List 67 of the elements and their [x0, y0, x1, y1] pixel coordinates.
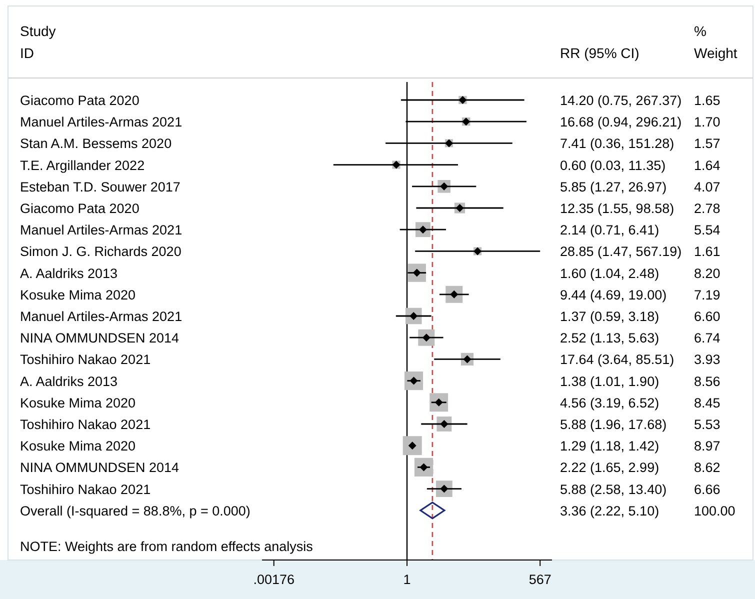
text: 2.22 (1.65, 2.99) — [560, 460, 660, 476]
y-tick-label: Giacomo Pata 2020 — [20, 93, 140, 108]
y-tick-label: Manuel Artiles-Armas 2021 — [20, 309, 182, 324]
text: 4.07 — [694, 179, 720, 194]
text: 9.44 (4.69, 19.00) — [560, 287, 667, 302]
text: 14.20 (0.75, 267.37) — [560, 93, 682, 108]
y-tick-label: Stan A.M. Bessems 2020 — [20, 136, 172, 152]
text: 0.60 (0.03, 11.35) — [560, 158, 666, 173]
text: RR (95% CI) — [560, 45, 640, 61]
text: 7.41 (0.36, 151.28) — [560, 136, 674, 152]
text: 2.52 (1.13, 5.63) — [560, 330, 660, 346]
y-tick-label: Toshihiro Nakao 2021 — [20, 482, 151, 497]
text: 1.57 — [694, 136, 720, 152]
text: 8.62 — [694, 460, 720, 476]
text: 1.64 — [694, 158, 721, 173]
text: 12.35 (1.55, 98.58) — [560, 201, 674, 216]
text: 16.68 (0.94, 296.21) — [560, 114, 682, 130]
y-tick-label: A. Aaldriks 2013 — [20, 266, 118, 281]
text: 7.19 — [694, 287, 720, 302]
text: 5.53 — [694, 417, 720, 432]
text: NOTE: Weights are from random effects analysis — [20, 539, 314, 554]
text: 8.45 — [694, 395, 720, 410]
text: 6.66 — [694, 482, 720, 497]
text: 6.74 — [694, 330, 721, 346]
text: % Weight — [694, 23, 738, 61]
text: 5.88 (1.96, 17.68) — [560, 417, 667, 432]
text: 8.20 — [694, 266, 720, 281]
y-tick-label: NINA OMMUNDSEN 2014 — [20, 460, 180, 476]
text: 17.64 (3.64, 85.51) — [560, 352, 674, 368]
text: 5.88 (2.58, 13.40) — [560, 482, 667, 497]
text: 4.56 (3.19, 6.52) — [560, 395, 660, 410]
text: 8.97 — [694, 438, 720, 454]
text: 5.54 — [694, 222, 721, 238]
x-tick-label: .00176 — [253, 572, 295, 587]
text: 1.70 — [694, 114, 720, 130]
y-tick-label: Giacomo Pata 2020 — [20, 201, 140, 216]
text: 8.56 — [694, 374, 720, 389]
y-tick-label: Manuel Artiles-Armas 2021 — [20, 222, 182, 238]
text: 1.60 (1.04, 2.48) — [560, 266, 660, 281]
text: Study ID — [20, 23, 56, 61]
y-tick-label: A. Aaldriks 2013 — [20, 374, 118, 389]
text: 100.00 — [694, 503, 736, 518]
text: 1.65 — [694, 93, 720, 108]
text: 6.60 — [694, 309, 720, 324]
text: 1.38 (1.01, 1.90) — [560, 374, 660, 389]
y-tick-label: Toshihiro Nakao 2021 — [20, 417, 151, 432]
y-tick-label: Toshihiro Nakao 2021 — [20, 352, 151, 368]
y-tick-label: Kosuke Mima 2020 — [20, 395, 136, 410]
text: 5.85 (1.27, 26.97) — [560, 179, 667, 194]
text: 3.93 — [694, 352, 720, 368]
x-tick-label: 1 — [403, 572, 411, 587]
text: 1.61 — [694, 244, 720, 260]
text: 2.14 (0.71, 6.41) — [560, 222, 660, 238]
y-tick-label: Esteban T.D. Souwer 2017 — [20, 179, 180, 194]
y-tick-label: Kosuke Mima 2020 — [20, 287, 136, 302]
text: 3.36 (2.22, 5.10) — [560, 503, 660, 518]
y-tick-label: T.E. Argillander 2022 — [20, 158, 145, 173]
y-tick-label: Overall (I-squared = 88.8%, p = 0.000) — [20, 503, 250, 518]
text: 2.78 — [694, 201, 720, 216]
y-tick-label: Simon J. G. Richards 2020 — [20, 244, 182, 260]
text: 1.29 (1.18, 1.42) — [560, 438, 660, 454]
y-tick-label: Kosuke Mima 2020 — [20, 438, 136, 454]
y-tick-label: NINA OMMUNDSEN 2014 — [20, 330, 180, 346]
y-tick-label: Manuel Artiles-Armas 2021 — [20, 114, 182, 130]
text: 28.85 (1.47, 567.19) — [560, 244, 682, 260]
x-tick-label: 567 — [528, 572, 552, 587]
text: 1.37 (0.59, 3.18) — [560, 309, 660, 324]
